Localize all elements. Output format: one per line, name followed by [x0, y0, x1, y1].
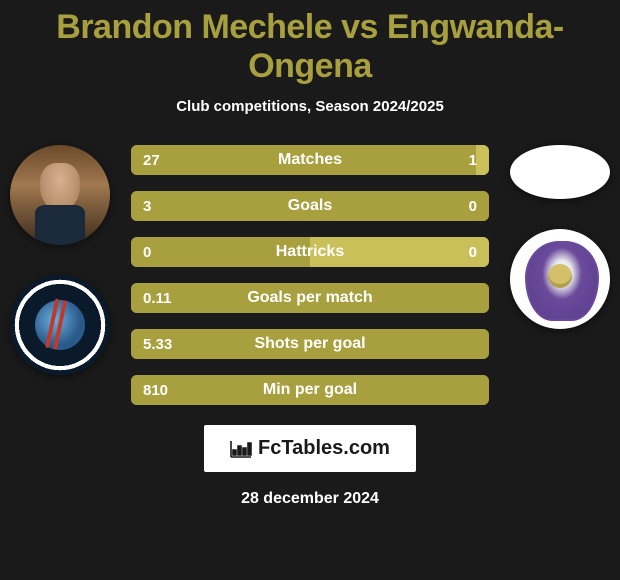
right-avatars [510, 145, 610, 329]
footer: FcTables.com 28 december 2024 [0, 425, 620, 508]
comparison-widget: Brandon Mechele vs Engwanda-Ongena Club … [0, 0, 620, 580]
stat-label: Matches [131, 151, 489, 169]
stat-label: Hattricks [131, 243, 489, 261]
stat-label: Goals [131, 197, 489, 215]
left-avatars [10, 145, 110, 375]
stat-row: 30Goals [131, 191, 489, 221]
stat-label: Shots per goal [131, 335, 489, 353]
title-vs: vs [332, 8, 387, 46]
stat-bars: 271Matches 30Goals 00Hattricks 0.11Goals pe… [131, 145, 489, 405]
brand-chart-icon [230, 440, 252, 458]
club1-badge-icon [10, 275, 110, 375]
page-title: Brandon Mechele vs Engwanda-Ongena [0, 0, 620, 86]
stat-label: Goals per match [131, 289, 489, 307]
stat-label: Min per goal [131, 381, 489, 399]
content-area: 271Matches 30Goals 00Hattricks 0.11Goals pe… [0, 145, 620, 405]
brand-box: FcTables.com [204, 425, 416, 472]
stat-row: 00Hattricks [131, 237, 489, 267]
stat-row: 5.33Shots per goal [131, 329, 489, 359]
brand-name: FcTables.com [258, 437, 390, 460]
player1-photo [10, 145, 110, 245]
stat-row: 271Matches [131, 145, 489, 175]
club2-badge-icon [510, 229, 610, 329]
title-player1: Brandon Mechele [56, 8, 332, 46]
subtitle: Club competitions, Season 2024/2025 [0, 98, 620, 115]
stat-row: 810Min per goal [131, 375, 489, 405]
date-label: 28 december 2024 [0, 490, 620, 508]
stat-row: 0.11Goals per match [131, 283, 489, 313]
player2-photo [510, 145, 610, 199]
brand-inner: FcTables.com [230, 437, 390, 460]
